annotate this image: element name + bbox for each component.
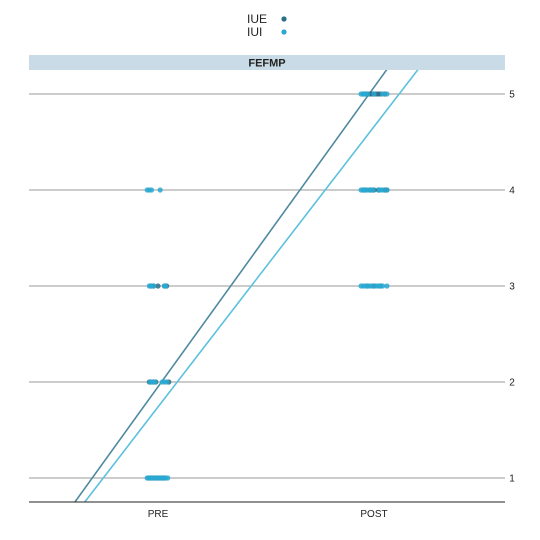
- point-iui-pre-2-5: [164, 379, 170, 385]
- legend-marker-iue: [281, 16, 287, 22]
- point-iui-post-5-4: [371, 91, 377, 97]
- point-iui-post-5-5: [380, 91, 386, 97]
- y-tick-label-4: 4: [509, 186, 515, 197]
- point-iui-post-4-9: [384, 187, 390, 193]
- point-iui-post-4-5: [370, 187, 376, 193]
- point-iui-post-5-6: [384, 91, 390, 97]
- x-tick-label-pre: PRE: [148, 509, 169, 520]
- legend-label-iue: IUE: [247, 12, 267, 26]
- point-iui-post-3-10: [384, 283, 390, 289]
- legend-label-iui: IUI: [247, 25, 262, 39]
- grid: [29, 93, 505, 479]
- y-tick-label-5: 5: [509, 90, 515, 101]
- point-iui-post-5-3: [364, 91, 371, 97]
- point-iui-pre-1-10: [165, 475, 171, 481]
- y-tick-label-2: 2: [509, 378, 515, 389]
- x-tick-labels: PRE POST: [148, 509, 388, 520]
- legend-marker-iui: [281, 29, 287, 35]
- trend-lines: [73, 70, 419, 502]
- point-iui-pre-3-2: [151, 283, 157, 289]
- panel-title: FEFMP: [248, 58, 285, 70]
- point-iui-post-4-8: [380, 187, 386, 193]
- point-iui-pre-4-2: [148, 187, 155, 193]
- point-iui-pre-2-2: [152, 379, 158, 385]
- point-iui-post-3-5: [369, 283, 375, 289]
- y-tick-labels: 1 2 3 4 5: [509, 90, 515, 485]
- point-iui-pre-4-3: [157, 187, 163, 193]
- point-iue-pre-3-2: [155, 283, 161, 289]
- y-tick-label-1: 1: [509, 474, 515, 485]
- panel-strip: [29, 55, 505, 70]
- point-iui-pre-3-4: [162, 283, 169, 289]
- y-tick-label-3: 3: [509, 282, 515, 293]
- trend-line-iue: [73, 70, 388, 502]
- trend-line-iui: [83, 70, 419, 502]
- data-points: [144, 91, 390, 481]
- point-iui-post-3-9: [380, 283, 386, 289]
- x-tick-label-post: POST: [360, 509, 387, 520]
